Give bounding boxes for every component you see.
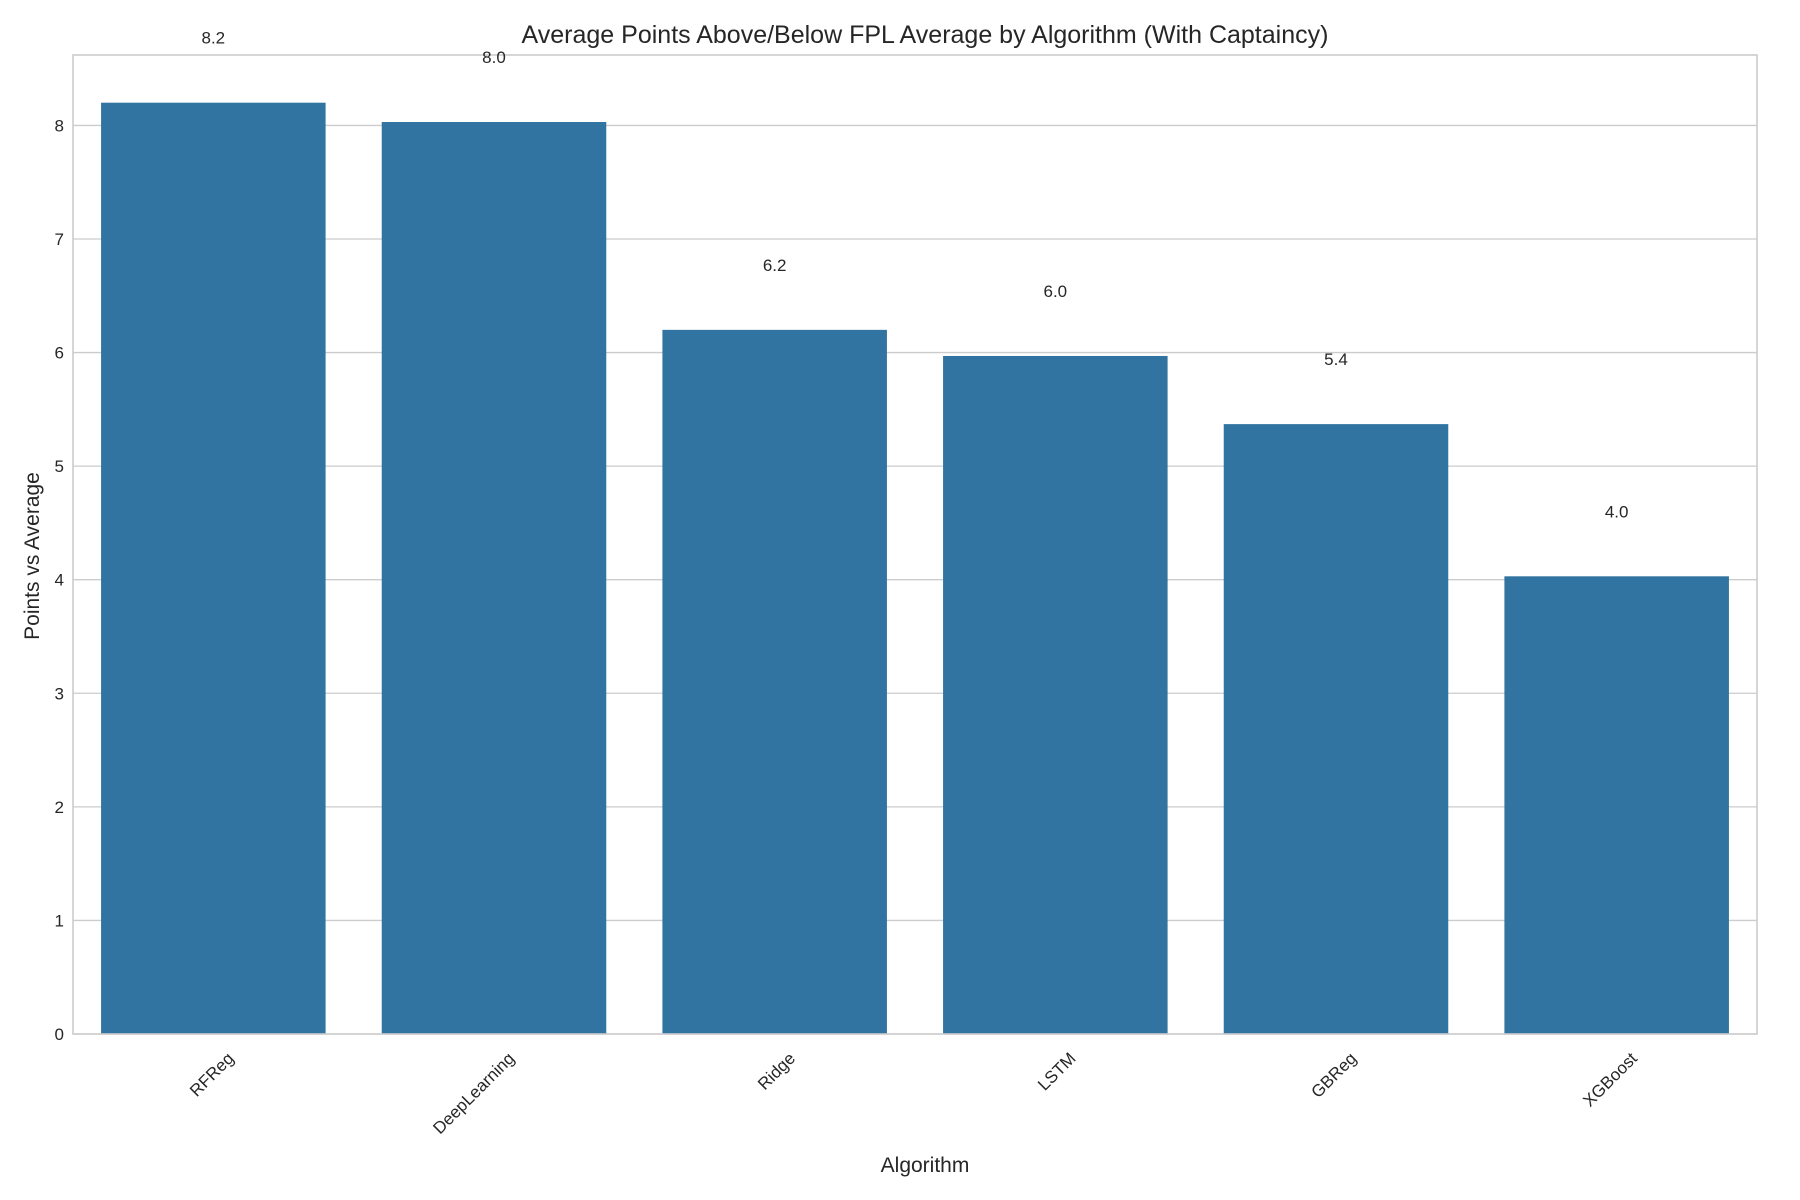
bars: [101, 102, 1729, 1035]
y-tick-label: 0: [55, 1025, 64, 1044]
x-tick-label-xgboost: XGBoost: [1579, 1049, 1641, 1111]
y-tick-labels: 0 1 2 3 4 5 6 7 8: [55, 116, 64, 1044]
x-tick-label-lstm: LSTM: [1034, 1049, 1079, 1094]
bar-rfreg: [101, 102, 326, 1035]
x-tick-label-deeplearning: DeepLearning: [429, 1049, 518, 1138]
chart-title: Average Points Above/Below FPL Average b…: [522, 21, 1329, 49]
x-tick-label-rfreg: RFReg: [186, 1049, 238, 1101]
data-label-lstm: 6.0: [1044, 282, 1068, 301]
y-tick-label: 2: [55, 798, 64, 817]
data-label-deeplearning: 8.0: [482, 48, 506, 67]
y-tick-label: 4: [55, 571, 64, 590]
grid-lines: [73, 124, 1757, 1035]
x-axis-label: Algorithm: [881, 1154, 970, 1177]
data-label-gbreg: 5.4: [1324, 350, 1348, 369]
data-label-ridge: 6.2: [763, 256, 787, 275]
bar-deeplearning: [381, 122, 607, 1034]
data-label-xgboost: 4.0: [1605, 502, 1629, 521]
bar-xgboost: [1504, 576, 1729, 1034]
y-tick-label: 7: [55, 230, 64, 249]
y-axis-label: Points vs Average: [21, 472, 44, 640]
y-tick-label: 6: [55, 344, 64, 363]
x-tick-label-ridge: Ridge: [754, 1049, 799, 1094]
x-tick-label-gbreg: GBReg: [1307, 1049, 1360, 1102]
y-tick-label: 8: [55, 116, 64, 135]
y-tick-label: 1: [55, 911, 64, 930]
plot-area-border: [72, 54, 1758, 1035]
bar-lstm: [943, 355, 1168, 1034]
data-labels: 8.2 8.0 6.2 6.0 5.4 4.0: [202, 29, 1629, 522]
bar-gbreg: [1223, 424, 1449, 1034]
data-label-rfreg: 8.2: [202, 29, 226, 48]
x-tick-labels: RFReg DeepLearning Ridge LSTM GBReg XGBoost: [186, 1049, 1641, 1138]
y-tick-label: 5: [55, 457, 64, 476]
bar-ridge: [662, 329, 887, 1034]
y-tick-label: 3: [55, 684, 64, 703]
